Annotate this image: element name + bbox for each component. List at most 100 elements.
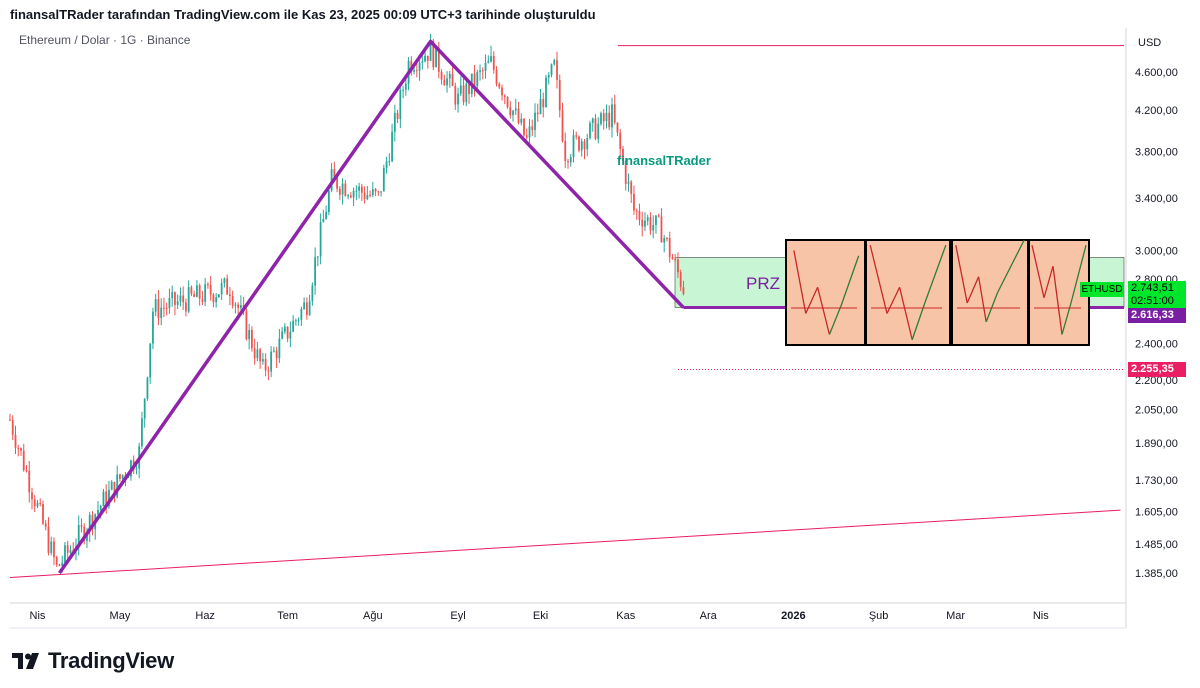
candle bbox=[567, 158, 569, 169]
candle bbox=[182, 286, 185, 310]
candle bbox=[187, 280, 190, 314]
candle bbox=[314, 247, 317, 295]
candle-body bbox=[77, 525, 80, 547]
candle bbox=[655, 215, 657, 234]
candle bbox=[558, 74, 561, 118]
tradingview-logo[interactable]: TradingView bbox=[12, 648, 174, 674]
candle bbox=[171, 285, 174, 307]
candle bbox=[454, 82, 457, 110]
candle bbox=[371, 181, 374, 198]
candle-body bbox=[165, 307, 168, 309]
candle bbox=[212, 292, 215, 308]
candle-body bbox=[657, 215, 660, 217]
candle bbox=[207, 282, 209, 289]
candle-body bbox=[278, 338, 281, 359]
candle bbox=[14, 425, 17, 455]
candle-body bbox=[641, 219, 644, 227]
candle-body bbox=[682, 287, 685, 294]
candle-body bbox=[506, 97, 509, 108]
candle bbox=[42, 500, 44, 526]
candle-body bbox=[369, 194, 371, 196]
candle bbox=[501, 84, 503, 101]
candle bbox=[209, 275, 212, 301]
currency-label[interactable]: USD bbox=[1138, 37, 1162, 49]
candle bbox=[421, 53, 424, 70]
candle bbox=[440, 69, 443, 85]
candle bbox=[622, 145, 624, 163]
candle bbox=[256, 341, 259, 362]
candle-body bbox=[514, 108, 517, 111]
panel-leg bbox=[793, 250, 807, 314]
candle bbox=[152, 307, 154, 350]
candle bbox=[338, 186, 341, 200]
candle bbox=[542, 92, 545, 118]
candle-body bbox=[47, 526, 50, 553]
candle-body bbox=[633, 193, 635, 211]
candle bbox=[589, 120, 591, 140]
candle-body bbox=[20, 448, 22, 451]
candle bbox=[270, 346, 273, 378]
y-tick-label: 3.000,00 bbox=[1135, 245, 1178, 257]
candle bbox=[355, 185, 358, 201]
candle-body bbox=[468, 83, 470, 95]
candle-body bbox=[231, 296, 234, 306]
candle bbox=[245, 308, 248, 341]
candle bbox=[380, 191, 382, 197]
candle-body bbox=[586, 138, 589, 150]
candle-body bbox=[121, 475, 124, 479]
candle-body bbox=[229, 294, 231, 297]
candle-body bbox=[163, 307, 165, 309]
candle-body bbox=[660, 216, 663, 243]
candle-body bbox=[303, 302, 306, 309]
candle-body bbox=[558, 79, 561, 111]
candle-body bbox=[619, 132, 622, 149]
candle-body bbox=[190, 287, 193, 295]
candle bbox=[506, 96, 509, 109]
symbol-label[interactable]: Ethereum / Dolar · 1G · Binance bbox=[19, 33, 191, 47]
candle-body bbox=[542, 99, 545, 108]
candle-body bbox=[61, 562, 64, 566]
candle-body bbox=[437, 47, 440, 72]
candle bbox=[253, 338, 256, 365]
candle-body bbox=[99, 505, 102, 511]
candle bbox=[215, 293, 218, 308]
candle bbox=[226, 274, 229, 295]
candle-body bbox=[116, 474, 119, 497]
candle bbox=[536, 103, 539, 122]
candle bbox=[80, 518, 83, 533]
candle-body bbox=[457, 93, 459, 105]
candle bbox=[641, 211, 644, 237]
candle-body bbox=[578, 136, 580, 151]
candle bbox=[490, 45, 492, 63]
panel-leg bbox=[1070, 245, 1087, 304]
candle bbox=[311, 282, 314, 306]
candle-body bbox=[671, 256, 674, 260]
candle bbox=[190, 285, 193, 297]
x-tick-label: Eki bbox=[533, 610, 548, 622]
candle bbox=[286, 326, 289, 343]
candle-body bbox=[91, 514, 94, 530]
candle-body bbox=[347, 195, 349, 197]
candle bbox=[443, 74, 446, 86]
candle bbox=[520, 113, 523, 126]
candle-body bbox=[358, 186, 360, 191]
candle-body bbox=[25, 470, 28, 472]
candle bbox=[660, 208, 663, 243]
candle bbox=[154, 293, 157, 317]
candle-body bbox=[325, 212, 328, 220]
candle bbox=[352, 187, 355, 206]
x-tick-label: Nis bbox=[30, 610, 46, 622]
candle bbox=[77, 515, 80, 556]
candle-body bbox=[196, 285, 198, 297]
candle-body bbox=[245, 310, 248, 340]
candle bbox=[608, 105, 611, 131]
candle bbox=[198, 283, 201, 306]
candle bbox=[605, 104, 608, 129]
candle-body bbox=[649, 217, 652, 231]
candle-body bbox=[42, 503, 44, 524]
chart-header: finansalTRader tarafından TradingView.co… bbox=[10, 7, 596, 22]
panel-leg bbox=[886, 286, 901, 314]
candle bbox=[539, 88, 542, 115]
candle bbox=[382, 164, 385, 192]
